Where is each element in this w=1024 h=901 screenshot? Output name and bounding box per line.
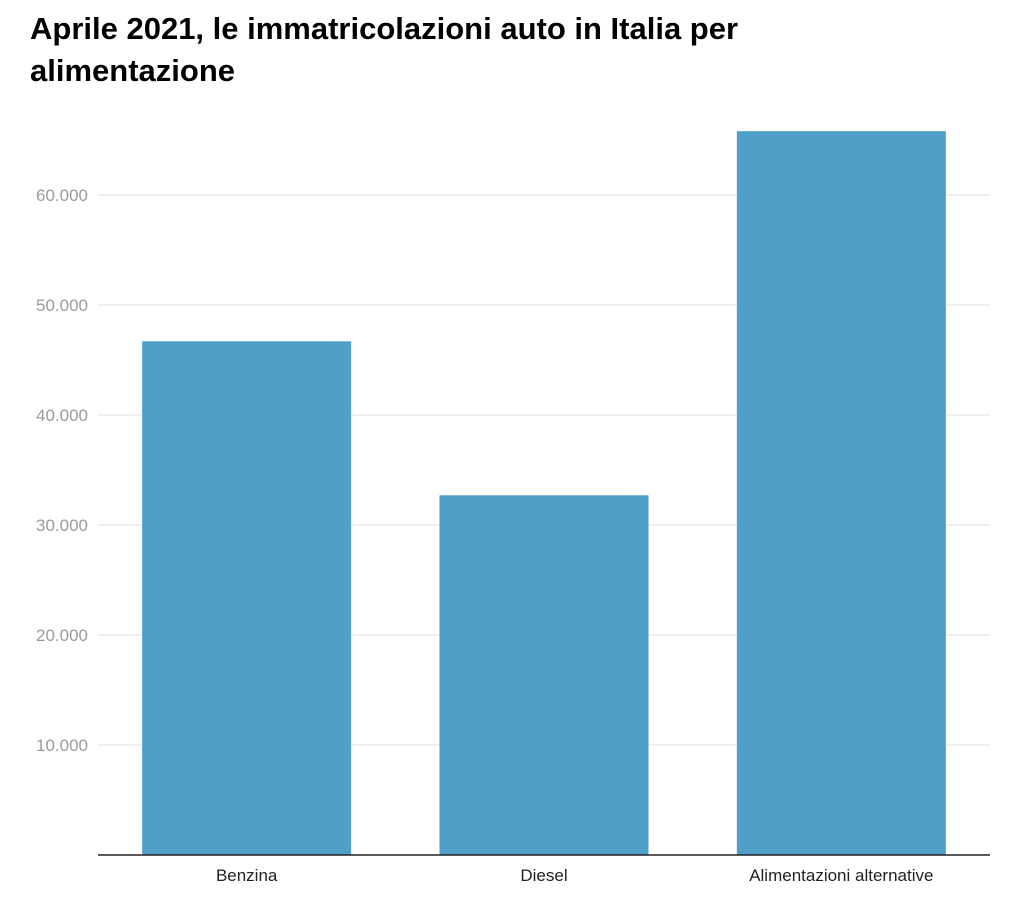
bars <box>142 131 946 855</box>
y-tick-label: 40.000 <box>36 406 88 425</box>
x-axis-ticks: Benzina Diesel Alimentazioni alternative <box>216 866 934 885</box>
bar-benzina[interactable] <box>142 341 352 855</box>
y-tick-label: 30.000 <box>36 516 88 535</box>
y-axis-ticks: 10.000 20.000 30.000 40.000 50.000 60.000 <box>36 186 88 755</box>
x-tick-label: Alimentazioni alternative <box>749 866 933 885</box>
chart-title: Aprile 2021, le immatricolazioni auto in… <box>30 11 739 88</box>
bar-diesel[interactable] <box>439 495 649 855</box>
y-tick-label: 20.000 <box>36 626 88 645</box>
y-tick-label: 50.000 <box>36 296 88 315</box>
x-tick-label: Benzina <box>216 866 278 885</box>
x-tick-label: Diesel <box>520 866 567 885</box>
y-tick-label: 10.000 <box>36 736 88 755</box>
bar-alimentazioni-alternative[interactable] <box>736 131 946 855</box>
y-tick-label: 60.000 <box>36 186 88 205</box>
